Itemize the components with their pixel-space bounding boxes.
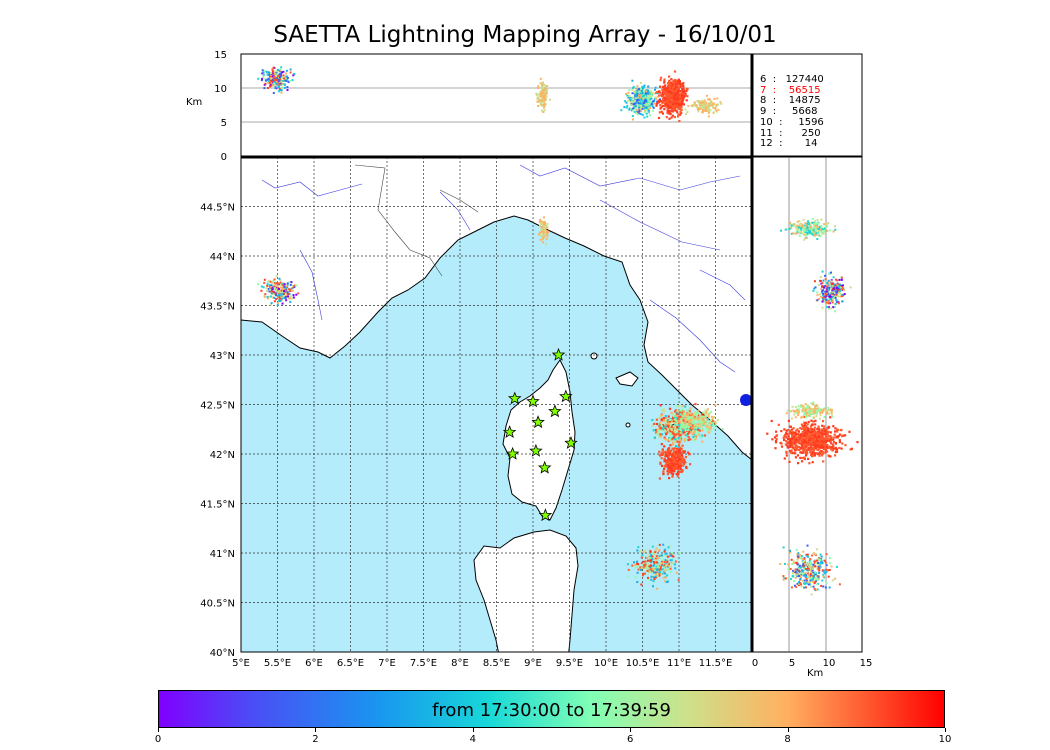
side-tick-label: 0 (752, 658, 758, 669)
lat-tick-label: 42°N (210, 450, 235, 461)
lon-tick-label: 10°E (594, 658, 618, 669)
lat-tick-label: 44°N (210, 252, 235, 263)
legend-row: 12 : 14 (760, 138, 818, 150)
star-icon (505, 446, 520, 460)
star-icon (507, 391, 522, 405)
borders (354, 164, 479, 277)
star-icon (502, 425, 517, 439)
corsica-island (502, 359, 576, 521)
marker-dot (740, 394, 752, 406)
star-icon (551, 347, 566, 361)
colorbar-tick-label: 4 (469, 734, 476, 745)
legend-row: 7 : 56515 (760, 84, 821, 96)
star-icon (537, 460, 552, 474)
colorbar-tick-label: 6 (627, 734, 634, 745)
elba-island (615, 371, 639, 387)
side-tick-label: 15 (860, 658, 873, 669)
legend-row: 9 : 5668 (760, 106, 818, 118)
colorbar-tick-label: 0 (154, 734, 162, 745)
legend-row: 11 : 250 (760, 127, 821, 139)
axis-ticks: 5°E 5.5°E 6°E 6.5°E 7°E 7.5°E 8°E 8.5°E 9°E 9.5°E… (200, 50, 872, 669)
lon-tick-label: 6°E (305, 658, 323, 669)
colorbar-tick-label: 10 (938, 734, 952, 745)
lightning-figure: 5°E 5.5°E 6°E 6.5°E 7°E 7.5°E 8°E 8.5°E 9°E 9.5°E… (186, 50, 872, 679)
legend-row: 10 : 1596 (760, 116, 824, 128)
colorbar-tick-mark (945, 728, 946, 732)
lon-tick-label: 8°E (451, 658, 469, 669)
altitude-axis-label: Km (186, 97, 202, 108)
source-count-legend: 6 : 127440 7 : 56515 8 : 14875 9 : 5668 10 :… (760, 74, 860, 150)
sardinia-island (473, 529, 579, 652)
lat-tick-label: 40°N (210, 648, 235, 659)
lon-tick-label: 5°E (232, 658, 250, 669)
lon-tick-label: 10.5°E (626, 658, 660, 669)
lon-tick-label: 11.5°E (699, 658, 733, 669)
rivers (261, 164, 746, 373)
star-icon (538, 508, 553, 522)
star-icon (529, 443, 543, 457)
lat-tick-label: 44.5°N (200, 203, 235, 214)
lat-tick-label: 41.5°N (200, 500, 235, 511)
lon-tick-label: 11°E (667, 658, 691, 669)
lat-tick-label: 42.5°N (200, 401, 235, 412)
side-axis-label: Km (807, 668, 823, 679)
altitude-tick-label: 5 (221, 118, 227, 129)
map-panel[interactable] (240, 155, 862, 660)
legend-box (752, 53, 863, 157)
colorbar-tick-label: 2 (312, 734, 319, 745)
star-icon (531, 415, 545, 429)
colorbar-tick-mark (630, 728, 632, 732)
lat-tick-label: 43.5°N (200, 302, 235, 313)
colorbar-tick-mark (787, 728, 789, 732)
lat-tick-label: 41°N (210, 549, 235, 560)
side-altitude-panel[interactable] (752, 156, 863, 653)
lon-tick-label: 9.5°E (556, 658, 583, 669)
altitude-panel[interactable] (240, 53, 753, 157)
colorbar-label: from 17:30:00 to 17:39:59 (432, 700, 671, 721)
colorbar-tick-label: 8 (784, 734, 791, 745)
lma-stations (502, 347, 578, 522)
star-icon (548, 404, 562, 418)
legend-row: 6 : 127440 (760, 74, 824, 85)
legend-row: 8 : 14875 (760, 95, 821, 107)
lon-tick-label: 7.5°E (410, 658, 437, 669)
star-icon (559, 389, 573, 403)
colorbar-tick-mark (472, 728, 474, 732)
lat-tick-label: 40.5°N (200, 599, 235, 610)
altitude-tick-label: 0 (221, 152, 227, 163)
altitude-tick-label: 10 (214, 84, 227, 95)
star-icon (564, 436, 578, 449)
lon-tick-label: 8.5°E (483, 658, 510, 669)
map-title: SAETTA Lightning Mapping Array - 16/10/0… (273, 22, 777, 48)
lon-tick-label: 6.5°E (337, 658, 364, 669)
altitude-tick-label: 15 (214, 50, 227, 61)
lon-tick-label: 9°E (524, 658, 542, 669)
time-colorbar: from 17:30:00 to 17:39:59 (158, 690, 945, 728)
lon-tick-label: 7°E (378, 658, 396, 669)
side-tick-label: 5 (789, 658, 795, 669)
colorbar-tick-mark (158, 728, 159, 732)
side-sources (766, 218, 859, 596)
lat-tick-label: 43°N (210, 351, 235, 362)
star-icon (526, 394, 540, 408)
lon-tick-label: 5.5°E (264, 658, 291, 669)
altitude-sources (257, 66, 723, 123)
colorbar-tick-mark (315, 728, 317, 732)
lightning-sources (257, 216, 724, 590)
side-tick-label: 10 (823, 658, 836, 669)
